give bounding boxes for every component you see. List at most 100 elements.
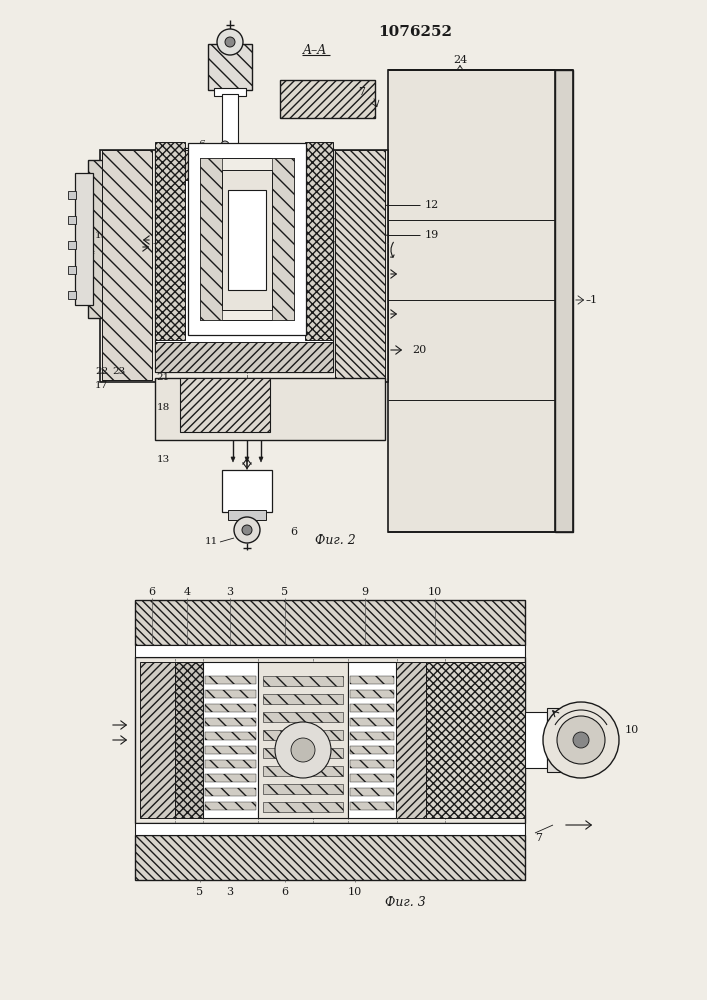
Bar (263, 676, 343, 686)
Text: 10: 10 (428, 587, 442, 597)
Text: 1: 1 (590, 295, 597, 305)
Bar (135, 835, 525, 880)
Circle shape (242, 525, 252, 535)
Text: 18: 18 (157, 403, 170, 412)
Text: 10: 10 (625, 725, 639, 735)
Text: 21: 21 (157, 373, 170, 382)
Text: 5: 5 (281, 587, 288, 597)
Bar (272, 158, 294, 320)
Bar (305, 142, 333, 340)
Text: 13: 13 (157, 456, 170, 464)
Bar (228, 190, 266, 290)
Bar (88, 160, 130, 318)
Circle shape (217, 29, 243, 55)
Bar (135, 645, 525, 657)
Polygon shape (236, 237, 240, 242)
Bar (75, 173, 93, 305)
Bar (214, 160, 246, 166)
Text: 3: 3 (226, 887, 233, 897)
Polygon shape (231, 457, 235, 462)
Bar (205, 718, 256, 726)
Bar (205, 788, 256, 796)
Text: 6: 6 (281, 887, 288, 897)
Bar (350, 732, 394, 740)
Text: 5: 5 (197, 887, 204, 897)
Bar (350, 774, 394, 782)
Bar (205, 676, 256, 684)
Bar (68, 216, 76, 224)
Text: 23: 23 (112, 367, 125, 376)
Bar (350, 802, 394, 810)
Bar (350, 718, 394, 726)
Bar (396, 662, 426, 818)
Text: 1076252: 1076252 (378, 25, 452, 39)
Bar (203, 662, 258, 818)
Text: 22: 22 (95, 367, 108, 376)
Bar (100, 150, 388, 382)
Text: 20: 20 (412, 345, 426, 355)
Bar (350, 704, 394, 712)
Bar (263, 730, 343, 740)
Bar (222, 94, 238, 162)
Text: 17: 17 (95, 381, 108, 390)
Bar (258, 662, 348, 818)
Text: 2: 2 (191, 165, 198, 175)
Bar (135, 600, 525, 645)
Bar (155, 142, 185, 340)
Text: 8: 8 (193, 187, 200, 197)
Bar (200, 158, 294, 320)
Bar (102, 150, 152, 380)
Bar (68, 266, 76, 274)
Text: 24: 24 (453, 55, 467, 65)
Text: 14: 14 (83, 247, 96, 256)
Bar (350, 746, 394, 754)
Polygon shape (228, 237, 232, 242)
Text: 11: 11 (205, 538, 218, 546)
Bar (205, 168, 257, 208)
Bar (205, 732, 256, 740)
Bar (547, 708, 563, 772)
Bar (426, 662, 525, 818)
Text: 6: 6 (148, 587, 156, 597)
Bar (263, 694, 343, 704)
Bar (350, 690, 394, 698)
Bar (350, 676, 394, 684)
Text: 12: 12 (425, 200, 439, 210)
Circle shape (557, 716, 605, 764)
Bar (205, 704, 256, 712)
Bar (263, 748, 343, 758)
Polygon shape (220, 237, 224, 242)
Bar (228, 510, 266, 520)
Text: 6: 6 (290, 527, 297, 537)
Bar (222, 170, 272, 310)
Bar (155, 378, 385, 440)
Bar (205, 690, 256, 698)
Bar (175, 662, 203, 818)
Bar (263, 784, 343, 794)
Bar (335, 150, 385, 380)
Bar (68, 241, 76, 249)
Circle shape (543, 702, 619, 778)
Bar (555, 70, 573, 532)
Bar (348, 662, 396, 818)
Polygon shape (245, 457, 249, 462)
Bar (180, 378, 270, 432)
Bar (208, 44, 252, 90)
Bar (212, 206, 250, 220)
Text: Фиг. 3: Фиг. 3 (385, 896, 426, 908)
Text: 9: 9 (361, 587, 368, 597)
Bar (263, 712, 343, 722)
Bar (525, 712, 547, 768)
Bar (205, 802, 256, 810)
Bar (350, 788, 394, 796)
Bar (68, 191, 76, 199)
Text: 4: 4 (183, 587, 191, 597)
Bar (155, 150, 333, 180)
Bar (155, 148, 333, 372)
Text: A–A: A–A (303, 43, 327, 56)
Bar (102, 150, 152, 380)
Circle shape (234, 517, 260, 543)
Bar (68, 291, 76, 299)
Bar (135, 657, 525, 823)
Bar (214, 88, 246, 96)
